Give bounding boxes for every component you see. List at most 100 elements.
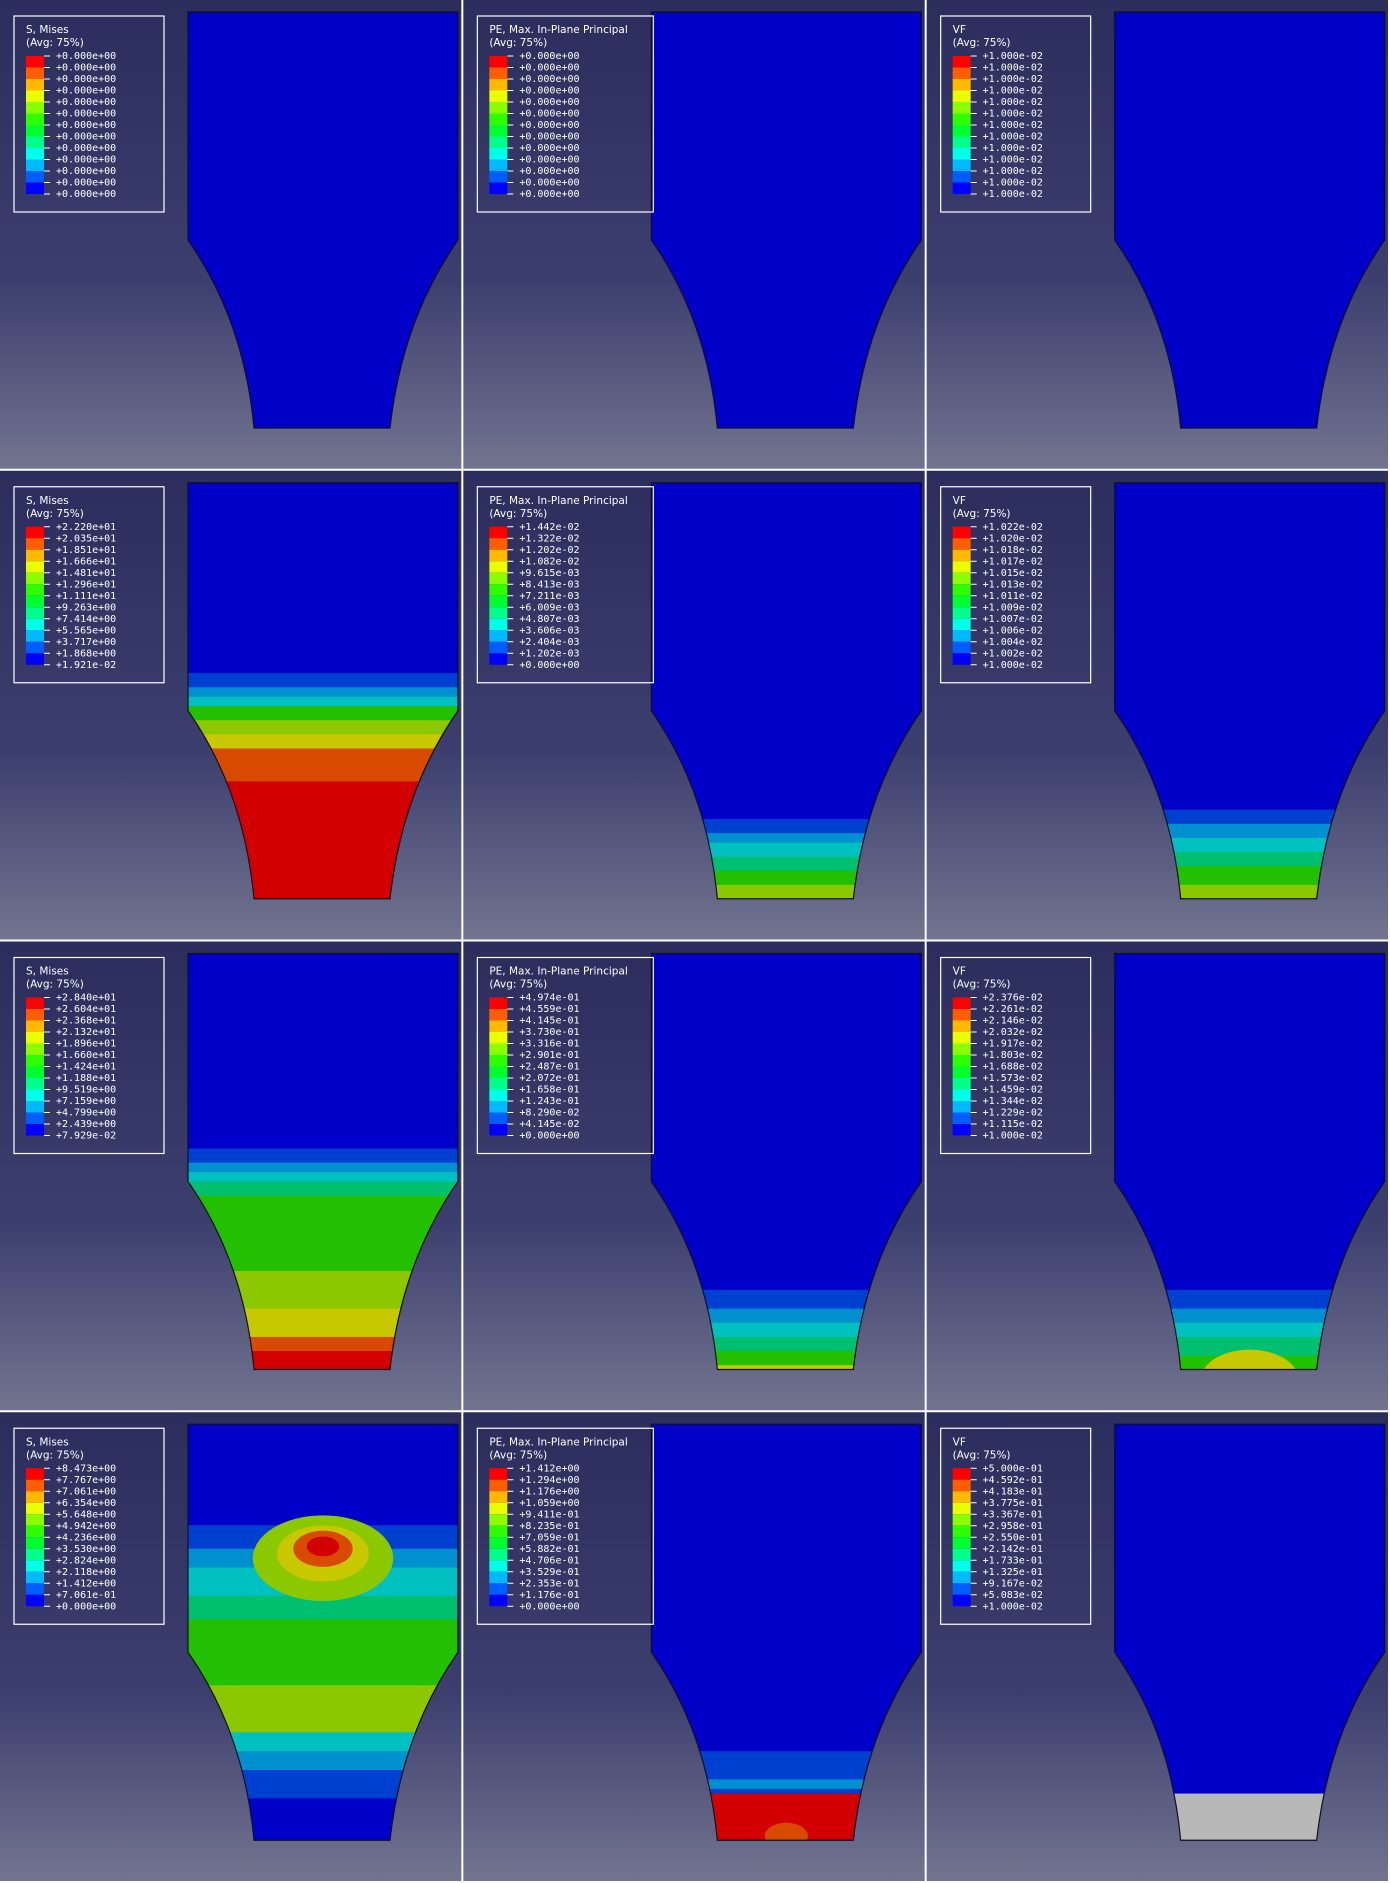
- legend-swatch: [953, 102, 971, 114]
- legend-value: +9.519e+00: [56, 1085, 116, 1096]
- legend-value: +4.799e+00: [56, 1108, 116, 1119]
- legend-avg: (Avg: 75%): [953, 1449, 1011, 1461]
- legend-value: +5.083e-02: [983, 1590, 1043, 1601]
- legend-swatch: [489, 160, 507, 172]
- legend-value: +0.000e+00: [519, 51, 579, 62]
- legend-value: +5.882e-01: [519, 1544, 579, 1555]
- legend-swatch: [489, 1537, 507, 1549]
- legend-value: +0.000e+00: [519, 166, 579, 177]
- legend-value: +1.000e-02: [983, 86, 1043, 97]
- legend-value: +0.000e+00: [519, 1601, 579, 1612]
- legend-swatch: [26, 1032, 44, 1044]
- legend-value: +7.159e+00: [56, 1096, 116, 1107]
- legend-value: +8.235e-01: [519, 1521, 579, 1532]
- legend-value: +1.000e-02: [983, 660, 1043, 671]
- legend-swatch: [26, 1468, 44, 1480]
- legend-swatch: [26, 68, 44, 80]
- legend-value: +2.072e-01: [519, 1073, 579, 1084]
- legend-value: +0.000e+00: [56, 97, 116, 108]
- legend-swatch: [489, 1503, 507, 1515]
- legend-value: +1.176e-01: [519, 1590, 579, 1601]
- legend-swatch: [26, 1124, 44, 1136]
- legend-value: +0.000e+00: [519, 86, 579, 97]
- legend-swatch: [489, 1113, 507, 1125]
- legend-swatch: [26, 183, 44, 195]
- legend-value: +0.000e+00: [519, 189, 579, 200]
- legend-value: +1.000e-02: [983, 74, 1043, 85]
- legend-swatch: [953, 1021, 971, 1033]
- legend-swatch: [26, 1514, 44, 1526]
- legend-swatch: [489, 596, 507, 608]
- legend-value: +1.658e-01: [519, 1085, 579, 1096]
- legend-swatch: [953, 527, 971, 539]
- legend-avg: (Avg: 75%): [489, 508, 547, 520]
- legend-value: +1.017e-02: [983, 556, 1043, 567]
- legend-value: +1.111e+01: [56, 591, 116, 602]
- legend-swatch: [489, 1514, 507, 1526]
- legend-value: +3.730e-01: [519, 1027, 579, 1038]
- legend-swatch: [26, 114, 44, 126]
- legend-swatch: [953, 584, 971, 596]
- legend-avg: (Avg: 75%): [489, 979, 547, 991]
- legend-swatch: [953, 998, 971, 1010]
- legend-swatch: [489, 1491, 507, 1503]
- legend-value: +1.000e-02: [983, 1601, 1043, 1612]
- legend-value: +0.000e+00: [56, 1601, 116, 1612]
- legend-swatch: [26, 1583, 44, 1595]
- legend-swatch: [489, 1021, 507, 1033]
- legend-value: +1.851e+01: [56, 545, 116, 556]
- legend-value: +1.000e-02: [983, 97, 1043, 108]
- legend-swatch: [26, 550, 44, 562]
- legend-value: +1.229e-02: [983, 1108, 1043, 1119]
- panel: VF(Avg: 75%)+1.022e-02+1.020e-02+1.018e-…: [927, 471, 1388, 940]
- legend-avg: (Avg: 75%): [953, 979, 1011, 991]
- legend-value: +1.011e-02: [983, 591, 1043, 602]
- legend-swatch: [953, 538, 971, 550]
- legend-swatch: [26, 148, 44, 160]
- legend-value: +0.000e+00: [56, 155, 116, 166]
- legend-swatch: [26, 1549, 44, 1561]
- legend-value: +1.202e-03: [519, 648, 579, 659]
- legend-avg: (Avg: 75%): [26, 508, 84, 520]
- legend-swatch: [953, 125, 971, 137]
- legend-swatch: [489, 1572, 507, 1584]
- legend-swatch: [489, 1480, 507, 1492]
- legend-swatch: [489, 183, 507, 195]
- legend-value: +0.000e+00: [519, 660, 579, 671]
- legend-value: +8.473e+00: [56, 1463, 116, 1474]
- legend-swatch: [489, 148, 507, 160]
- legend-swatch: [489, 1526, 507, 1538]
- legend-value: +1.412e+00: [56, 1578, 116, 1589]
- legend-title: S, Mises: [26, 495, 69, 507]
- legend-swatch: [26, 1526, 44, 1538]
- legend-value: +2.604e+01: [56, 1004, 116, 1015]
- legend-swatch: [489, 1583, 507, 1595]
- legend-value: +1.325e-01: [983, 1567, 1043, 1578]
- legend-value: +2.824e+00: [56, 1555, 116, 1566]
- legend-value: +2.220e+01: [56, 522, 116, 533]
- legend-swatch: [26, 561, 44, 573]
- legend-swatch: [26, 1491, 44, 1503]
- legend-value: +1.115e-02: [983, 1119, 1043, 1130]
- legend-value: +0.000e+00: [519, 132, 579, 143]
- legend-swatch: [953, 1503, 971, 1515]
- legend-swatch: [489, 56, 507, 68]
- legend-swatch: [489, 1468, 507, 1480]
- legend-value: +1.243e-01: [519, 1096, 579, 1107]
- legend-value: +1.660e+01: [56, 1050, 116, 1061]
- legend-value: +0.000e+00: [519, 143, 579, 154]
- legend-value: +1.322e-02: [519, 533, 579, 544]
- legend-value: +1.000e-02: [983, 143, 1043, 154]
- panel: S, Mises(Avg: 75%)+2.220e+01+2.035e+01+1…: [0, 471, 461, 940]
- legend-swatch: [953, 1055, 971, 1067]
- legend-swatch: [489, 1078, 507, 1090]
- legend-value: +1.666e+01: [56, 556, 116, 567]
- legend-swatch: [489, 1090, 507, 1102]
- legend-value: +0.000e+00: [56, 86, 116, 97]
- legend-swatch: [953, 1044, 971, 1056]
- legend-value: +1.000e-02: [983, 155, 1043, 166]
- legend-swatch: [26, 79, 44, 91]
- legend-swatch: [489, 1560, 507, 1572]
- legend-value: +6.009e-03: [519, 602, 579, 613]
- legend-swatch: [26, 573, 44, 585]
